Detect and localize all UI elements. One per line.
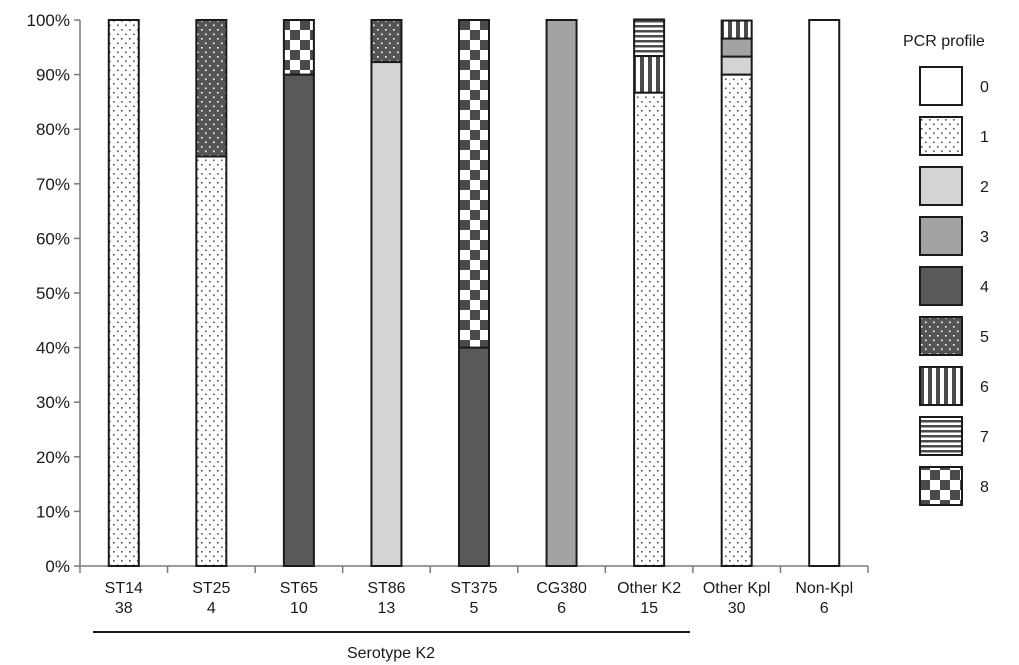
legend-swatch — [919, 116, 963, 156]
x-tick-label: 38 — [115, 600, 133, 617]
legend-label: 8 — [980, 479, 989, 496]
bar-segment-profile-5 — [370, 19, 403, 64]
legend-swatch — [919, 466, 963, 506]
legend-label: 5 — [980, 329, 989, 346]
bar-segment-profile-4 — [458, 346, 490, 567]
y-tick-label: 40% — [36, 339, 70, 358]
legend-swatch — [919, 216, 963, 256]
y-tick-label: 80% — [36, 120, 70, 139]
bar-segment-profile-6 — [720, 19, 753, 40]
bar-segment-profile-1 — [107, 19, 140, 567]
legend-swatch — [919, 166, 963, 206]
y-tick-label: 100% — [27, 11, 70, 30]
x-tick-labels: ST14 38 ST25 4 ST65 10 ST86 13 ST375 5 CG380 6 Other… — [105, 580, 853, 617]
legend-title: PCR profile — [903, 33, 985, 50]
legend-label: 7 — [980, 429, 989, 446]
bar-segment-profile-2 — [720, 55, 753, 76]
x-tick-label: 5 — [470, 600, 479, 617]
legend-label: 6 — [980, 379, 989, 396]
x-tick-label: 6 — [820, 600, 829, 617]
bars — [107, 18, 841, 568]
x-tick-label: Other K2 — [617, 580, 681, 597]
bar-segment-profile-8 — [282, 19, 315, 76]
bar-segment-profile-7 — [633, 18, 666, 58]
y-tick-label: 90% — [36, 66, 70, 85]
bar-segment-profile-1 — [720, 73, 753, 567]
x-tick-label: 15 — [640, 600, 658, 617]
legend: PCR profile 0 1 2 3 4 5 6 7 8 — [903, 33, 989, 506]
x-tick-label: 13 — [378, 600, 396, 617]
bar-segment-profile-3 — [720, 37, 753, 58]
bar-segment-profile-5 — [195, 19, 228, 158]
y-tick-label: 0% — [45, 557, 70, 576]
legend-swatch — [919, 316, 963, 356]
bar-segment-profile-6 — [633, 55, 666, 94]
bar-segment-profile-2 — [370, 61, 403, 568]
x-tick-label: 4 — [207, 600, 216, 617]
legend-label: 1 — [980, 129, 989, 146]
legend-label: 3 — [980, 229, 989, 246]
y-tick-label: 30% — [36, 393, 70, 412]
x-tick-label: Non-Kpl — [795, 580, 853, 597]
legend-label: 0 — [980, 79, 989, 96]
group-label: Serotype K2 — [347, 645, 435, 662]
y-tick-label: 50% — [36, 284, 70, 303]
bar-segment-profile-3 — [545, 19, 578, 567]
bar-segment-profile-8 — [458, 19, 490, 349]
legend-swatch — [919, 366, 963, 406]
legend-label: 2 — [980, 179, 989, 196]
x-tick-label: ST375 — [450, 580, 497, 597]
x-tick-label: 30 — [728, 600, 746, 617]
x-tick-label: CG380 — [536, 580, 587, 597]
axes: 0% 10% 20% 30% 40% 50% 60% 70% 80% 90% 100% — [27, 11, 869, 576]
y-tick-label: 10% — [36, 502, 70, 521]
x-tick-label: ST14 — [105, 580, 143, 597]
x-tick-label: ST25 — [192, 580, 230, 597]
y-tick-label: 60% — [36, 229, 70, 248]
bar-segment-profile-1 — [195, 155, 228, 567]
legend-swatch — [919, 416, 963, 456]
bar-segment-profile-0 — [808, 19, 841, 567]
x-tick-label: 6 — [557, 600, 566, 617]
legend-label: 4 — [980, 279, 989, 296]
x-tick-label: ST65 — [280, 580, 318, 597]
x-tick-label: Other Kpl — [703, 580, 771, 597]
x-tick-label: ST86 — [367, 580, 405, 597]
bar-segment-profile-1 — [633, 91, 666, 567]
bar-segment-profile-4 — [282, 73, 315, 567]
y-tick-label: 70% — [36, 175, 70, 194]
x-tick-label: 10 — [290, 600, 308, 617]
y-tick-label: 20% — [36, 448, 70, 467]
legend-swatch — [919, 66, 963, 106]
legend-swatch — [919, 266, 963, 306]
